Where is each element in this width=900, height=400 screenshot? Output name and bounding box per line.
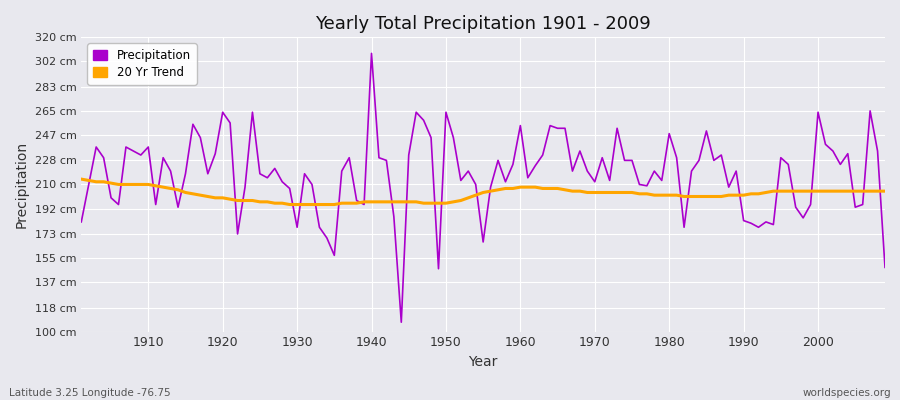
Text: Latitude 3.25 Longitude -76.75: Latitude 3.25 Longitude -76.75 [9, 388, 171, 398]
Legend: Precipitation, 20 Yr Trend: Precipitation, 20 Yr Trend [87, 43, 197, 84]
Text: worldspecies.org: worldspecies.org [803, 388, 891, 398]
Y-axis label: Precipitation: Precipitation [15, 141, 29, 228]
Title: Yearly Total Precipitation 1901 - 2009: Yearly Total Precipitation 1901 - 2009 [315, 15, 651, 33]
X-axis label: Year: Year [469, 355, 498, 369]
